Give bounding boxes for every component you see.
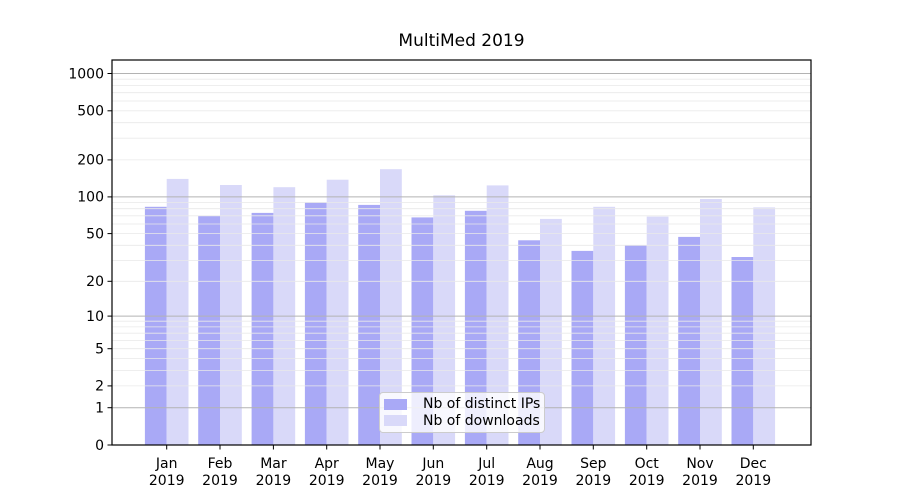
y-tick-label: 0 xyxy=(95,438,104,454)
x-tick-label-month: Jun xyxy=(421,456,444,472)
bar-apr-downloads xyxy=(326,179,349,445)
bar-dec-distinct-ips xyxy=(731,257,754,445)
x-tick-label-year: 2019 xyxy=(682,473,718,489)
x-tick-label-year: 2019 xyxy=(735,473,771,489)
x-tick-label-month: Jan xyxy=(155,456,178,472)
bar-jun-downloads xyxy=(433,195,456,445)
bar-feb-distinct-ips xyxy=(198,215,220,445)
legend: Nb of distinct IPs Nb of downloads xyxy=(379,392,545,433)
x-tick-label-year: 2019 xyxy=(415,473,451,489)
bar-jul-distinct-ips xyxy=(464,210,487,445)
x-tick-label-year: 2019 xyxy=(629,473,665,489)
legend-label-distinct-ips: Nb of distinct IPs xyxy=(423,396,541,413)
axes-spines xyxy=(111,59,812,446)
x-tick-label-year: 2019 xyxy=(362,473,398,489)
y-tick-label: 100 xyxy=(77,190,104,206)
y-tick-label: 50 xyxy=(86,226,104,242)
y-tick-label: 1 xyxy=(95,401,104,417)
bar-oct-distinct-ips xyxy=(624,245,647,445)
bar-may-downloads xyxy=(380,169,402,445)
bar-sep-distinct-ips xyxy=(571,250,594,445)
y-tick-label: 2 xyxy=(95,379,104,395)
legend-row-distinct-ips: Nb of distinct IPs xyxy=(384,396,541,413)
bar-feb-downloads xyxy=(220,185,242,445)
x-tick-label-month: Mar xyxy=(260,456,287,472)
bar-nov-distinct-ips xyxy=(678,236,700,445)
bar-apr-distinct-ips xyxy=(304,202,327,445)
bar-may-distinct-ips xyxy=(358,204,380,445)
x-tick-label-year: 2019 xyxy=(149,473,185,489)
bar-dec-downloads xyxy=(753,207,776,445)
x-tick-label-month: Nov xyxy=(686,456,713,472)
bar-mar-distinct-ips xyxy=(251,212,274,445)
bar-sep-downloads xyxy=(593,206,616,445)
legend-swatch-downloads xyxy=(384,415,407,427)
x-tick-label-month: Apr xyxy=(315,456,339,472)
legend-swatch-distinct-ips xyxy=(384,398,407,410)
y-tick-label: 500 xyxy=(77,104,104,120)
x-tick-label-year: 2019 xyxy=(575,473,611,489)
x-tick-label-month: Feb xyxy=(208,456,233,472)
y-tick-label: 1000 xyxy=(68,66,104,82)
y-tick-label: 20 xyxy=(86,274,104,290)
bar-oct-downloads xyxy=(646,216,669,445)
legend-label-downloads: Nb of downloads xyxy=(423,412,540,429)
x-tick-label-month: Sep xyxy=(580,456,607,472)
bar-jun-distinct-ips xyxy=(411,217,434,445)
x-tick-label-month: Dec xyxy=(740,456,767,472)
bar-jul-downloads xyxy=(486,185,509,445)
x-tick-label-month: Oct xyxy=(635,456,660,472)
y-tick-label: 200 xyxy=(77,153,104,169)
bar-aug-downloads xyxy=(540,218,562,445)
bar-jan-downloads xyxy=(166,178,189,445)
chart-title: MultiMed 2019 xyxy=(398,31,525,51)
x-tick-label-month: May xyxy=(366,456,395,472)
x-tick-label-month: Aug xyxy=(526,456,553,472)
x-tick-label-year: 2019 xyxy=(256,473,292,489)
x-tick-label-year: 2019 xyxy=(522,473,558,489)
bar-jan-distinct-ips xyxy=(144,206,167,445)
x-tick-label-year: 2019 xyxy=(309,473,345,489)
x-tick-label-year: 2019 xyxy=(202,473,238,489)
y-tick-label: 10 xyxy=(86,309,104,325)
x-tick-label-month: Jul xyxy=(477,456,495,472)
x-tick-label-year: 2019 xyxy=(469,473,505,489)
y-tick-label: 5 xyxy=(95,342,104,358)
legend-row-downloads: Nb of downloads xyxy=(384,412,540,430)
